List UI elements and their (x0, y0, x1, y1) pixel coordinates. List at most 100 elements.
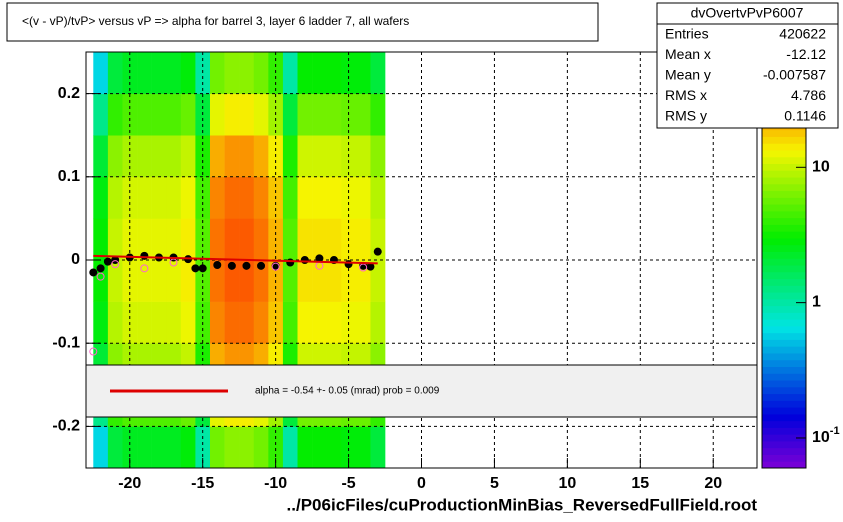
heat-cell (180, 426, 196, 469)
heat-cell (239, 52, 255, 94)
palette-cell (762, 373, 806, 381)
heat-cell (107, 260, 123, 302)
palette-cell (762, 237, 806, 246)
stats-key: Mean y (665, 67, 711, 83)
fit-line (93, 254, 378, 265)
palette-cell (762, 359, 806, 367)
profile-point (198, 264, 207, 273)
heat-cell (282, 93, 298, 136)
x-tick-label: -20 (118, 475, 141, 492)
palette-cell (762, 197, 806, 205)
profile-point (140, 251, 149, 260)
heat-cell (93, 301, 109, 344)
heat-cell (166, 260, 182, 302)
palette-cell (762, 231, 806, 239)
heat-cell (355, 260, 371, 302)
x-tick-label: 5 (490, 475, 499, 492)
palette-cell (762, 244, 806, 252)
x-tick-label: -5 (341, 475, 355, 492)
palette-cell (762, 204, 806, 212)
palette-cell (762, 454, 806, 462)
palette-cell (762, 224, 806, 232)
heat-cell (297, 218, 313, 261)
heat-cell (326, 135, 342, 178)
heat-cell (93, 135, 109, 178)
heat-cell (355, 426, 371, 469)
palette-cell (762, 278, 806, 286)
profile-point (373, 247, 382, 256)
palette-cell (762, 271, 806, 280)
x-tick-label: -15 (191, 475, 214, 492)
heat-cell (239, 93, 255, 136)
z-tick-label: 10-1 (812, 425, 840, 446)
profile-point (103, 257, 112, 266)
heat-cell (209, 218, 225, 261)
x-tick-label: 15 (631, 475, 649, 492)
heat-cell (312, 260, 327, 302)
palette-cell (762, 346, 806, 354)
z-tick-label: 1 (812, 294, 821, 311)
palette-cell (762, 292, 806, 300)
heat-cell (107, 301, 123, 344)
heat-cell (166, 93, 182, 136)
profile-point (111, 256, 120, 264)
heat-cell (137, 218, 152, 261)
heat-cell (239, 218, 255, 261)
stats-key: Entries (665, 26, 709, 42)
heat-cell (195, 426, 211, 469)
heat-cell (137, 176, 152, 219)
heat-cell (355, 52, 371, 94)
heat-cell (253, 301, 269, 344)
palette-cell (762, 177, 806, 185)
y-tick-label: 0 (71, 251, 80, 268)
palette-cell (762, 393, 806, 401)
heat-cell (107, 135, 123, 178)
heat-cell (370, 218, 386, 261)
heat-cell (137, 52, 152, 94)
palette-cell (762, 420, 806, 428)
plot-frame (85, 51, 758, 469)
profile-point (96, 272, 105, 281)
heat-cell (239, 176, 255, 219)
heat-cell (166, 176, 182, 219)
palette-cell (762, 332, 806, 340)
heat-cell (151, 176, 167, 219)
heat-cell (253, 218, 269, 261)
heat-cell (239, 135, 255, 178)
chart-title: <(v - vP)/tvP> versus vP => alpha for ba… (22, 14, 409, 28)
y-tick-label: -0.1 (52, 334, 80, 351)
heat-cell (180, 52, 196, 94)
palette-cell (762, 217, 806, 225)
palette-cell (762, 366, 806, 374)
palette-cell (762, 440, 806, 449)
heat-cell (282, 52, 298, 94)
heat-cell (151, 135, 167, 178)
heat-cell (370, 426, 386, 469)
heat-cell (137, 93, 152, 136)
z-tick-base: 1 (812, 294, 821, 311)
heat-cell (239, 301, 255, 344)
palette-cell (762, 413, 806, 422)
profile-point (191, 264, 200, 273)
heat-cell (107, 426, 123, 469)
stats-value: -0.007587 (763, 67, 826, 83)
heat-cell (151, 218, 167, 261)
heat-cell (209, 135, 225, 178)
palette-cell (762, 129, 806, 137)
palette-cell (762, 386, 806, 395)
heat-cell (180, 176, 196, 219)
heat-cell (93, 52, 109, 94)
palette-cell (762, 461, 806, 469)
heat-cell (355, 176, 371, 219)
heat-cell (239, 426, 255, 469)
heat-cell (239, 260, 255, 302)
stats-value: 420622 (779, 26, 826, 42)
heat-cell (326, 301, 342, 344)
x-axis-label: ../P06icFiles/cuProductionMinBias_Revers… (287, 495, 758, 514)
heat-cell (253, 426, 269, 469)
heat-cell (107, 218, 123, 261)
y-tick-label: 0.1 (58, 168, 80, 185)
heat-cell (93, 426, 109, 469)
profile-point (140, 264, 149, 273)
